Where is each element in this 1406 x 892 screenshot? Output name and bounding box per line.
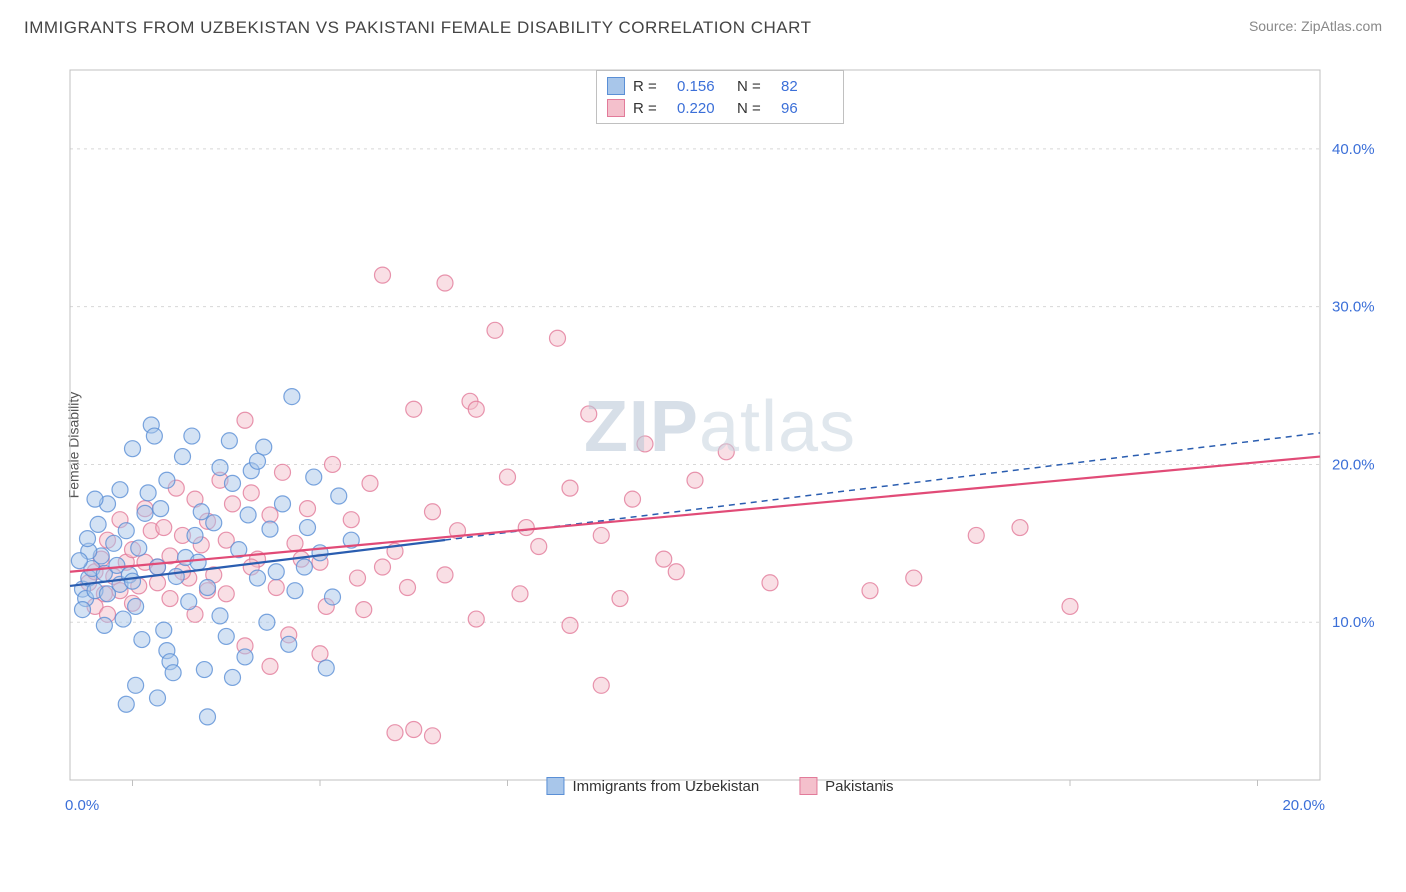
svg-text:20.0%: 20.0% (1282, 797, 1325, 814)
svg-text:30.0%: 30.0% (1332, 299, 1375, 316)
svg-text:0.0%: 0.0% (65, 797, 99, 814)
legend-item: Immigrants from Uzbekistan (546, 777, 759, 795)
swatch-series-1 (607, 99, 625, 117)
legend-series: Immigrants from Uzbekistan Pakistanis (546, 777, 893, 795)
chart-svg: 10.0% 20.0% 30.0% 40.0% 0.0% 20.0% (60, 60, 1380, 840)
plot-area: 10.0%20.0%30.0%40.0%0.0%20.0% ZIPatlas R… (60, 60, 1380, 840)
source-label: Source: ZipAtlas.com (1249, 18, 1382, 34)
swatch-series-0 (607, 77, 625, 95)
chart-container: Female Disability 10.0%20.0%30.0%40.0%0.… (30, 50, 1390, 840)
r-value-0: 0.156 (677, 78, 729, 95)
svg-text:40.0%: 40.0% (1332, 141, 1375, 158)
legend-stats-row: R = 0.220 N = 96 (607, 97, 833, 119)
n-prefix-label: N = (737, 100, 773, 117)
n-value-1: 96 (781, 100, 833, 117)
series-name-1: Pakistanis (825, 778, 893, 795)
legend-stats: R = 0.156 N = 82 R = 0.220 N = 96 (596, 70, 844, 124)
chart-title: IMMIGRANTS FROM UZBEKISTAN VS PAKISTANI … (24, 18, 812, 38)
legend-stats-row: R = 0.156 N = 82 (607, 75, 833, 97)
swatch-series-0b (546, 777, 564, 795)
swatch-series-1b (799, 777, 817, 795)
svg-text:10.0%: 10.0% (1332, 614, 1375, 631)
legend-item: Pakistanis (799, 777, 893, 795)
series-name-0: Immigrants from Uzbekistan (572, 778, 759, 795)
r-prefix-label: R = (633, 78, 669, 95)
n-value-0: 82 (781, 78, 833, 95)
n-prefix-label: N = (737, 78, 773, 95)
svg-text:20.0%: 20.0% (1332, 456, 1375, 473)
r-prefix-label: R = (633, 100, 669, 117)
r-value-1: 0.220 (677, 100, 729, 117)
